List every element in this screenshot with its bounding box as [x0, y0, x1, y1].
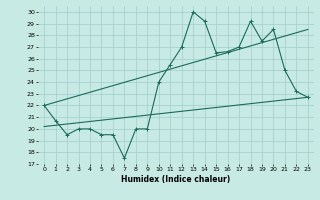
X-axis label: Humidex (Indice chaleur): Humidex (Indice chaleur): [121, 175, 231, 184]
